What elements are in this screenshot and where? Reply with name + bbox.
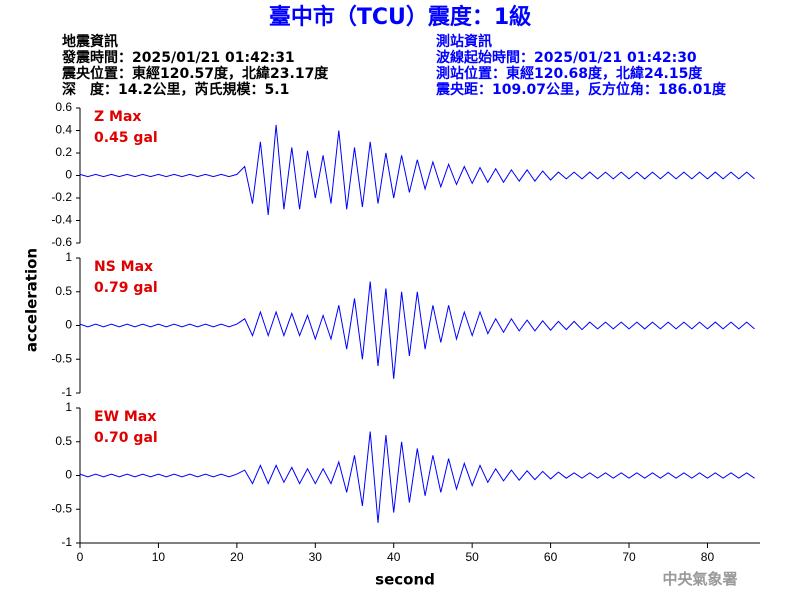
waveform [79, 124, 755, 215]
panel-label: EW Max [94, 409, 156, 425]
y-tick-label: 1 [65, 250, 72, 264]
y-tick-label: -1 [61, 535, 72, 549]
y-tick-label: 0 [65, 168, 72, 182]
y-tick-label: -0.5 [51, 501, 72, 515]
panel-label: Z Max [94, 109, 141, 125]
info-line: 發震時間：2025/01/21 01:42:31 [61, 49, 295, 66]
waveform [79, 281, 755, 379]
y-tick-label: 0.5 [55, 434, 72, 448]
panel-max: 0.79 gal [94, 280, 158, 296]
x-tick-label: 70 [622, 550, 636, 564]
panel-max: 0.70 gal [94, 430, 158, 446]
y-tick-label: -0.6 [51, 235, 72, 249]
y-tick-label: 0.5 [55, 284, 72, 298]
chart-title: 臺中市（TCU）震度：1級 [269, 4, 531, 30]
y-axis-label: acceleration [23, 248, 41, 352]
panel-label: NS Max [94, 259, 153, 275]
panel-max: 0.45 gal [94, 130, 158, 146]
y-tick-label: -0.5 [51, 351, 72, 365]
info-line: 測站位置：東經120.68度，北緯24.15度 [436, 65, 703, 82]
y-tick-label: 1 [65, 400, 72, 414]
y-tick-label: 0 [65, 468, 72, 482]
x-tick-label: 80 [701, 550, 715, 564]
info-line: 深 度：14.2公里，芮氏規模：5.1 [62, 81, 289, 98]
x-tick-label: 50 [465, 550, 479, 564]
info-line: 波線起始時間：2025/01/21 01:42:30 [436, 49, 697, 66]
y-tick-label: 0 [65, 318, 72, 332]
info-line: 震央距：109.07公里，反方位角：186.01度 [435, 81, 727, 98]
y-tick-label: -0.2 [51, 190, 72, 204]
info-line: 測站資訊 [436, 33, 492, 50]
info-line: 地震資訊 [62, 33, 118, 50]
x-tick-label: 60 [544, 550, 558, 564]
info-line: 震央位置：東經120.57度，北緯23.17度 [61, 65, 329, 82]
x-axis-label: second [375, 571, 435, 589]
y-tick-label: 0.6 [55, 100, 72, 114]
watermark: 中央氣象署 [662, 570, 737, 588]
x-tick-label: 30 [309, 550, 323, 564]
y-tick-label: -1 [61, 385, 72, 399]
x-tick-label: 20 [230, 550, 244, 564]
y-tick-label: 0.2 [55, 145, 72, 159]
x-tick-label: 40 [387, 550, 401, 564]
waveform [79, 431, 755, 523]
y-tick-label: -0.4 [51, 213, 72, 227]
x-tick-label: 10 [152, 550, 166, 564]
y-tick-label: 0.4 [55, 123, 72, 137]
x-tick-label: 0 [77, 550, 84, 564]
